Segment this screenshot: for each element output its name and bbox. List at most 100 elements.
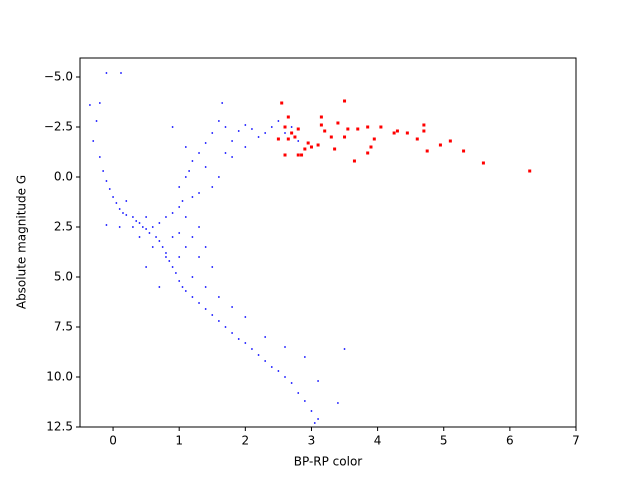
point (178, 280, 181, 282)
point (135, 220, 138, 222)
point (438, 143, 442, 147)
x-tick-label: 2 (242, 434, 250, 448)
point (191, 276, 194, 278)
point (317, 418, 319, 420)
point (303, 400, 306, 402)
point (204, 166, 207, 168)
x-tick-label: 1 (175, 434, 183, 448)
point (115, 202, 118, 204)
point (158, 240, 161, 242)
point (283, 153, 287, 157)
y-tick-label: 10.0 (46, 370, 73, 384)
point (297, 392, 300, 394)
point (204, 286, 207, 288)
y-tick-label: 5.0 (54, 270, 73, 284)
point (237, 338, 240, 340)
x-tick-label: 4 (374, 434, 382, 448)
point (264, 132, 267, 134)
point (277, 120, 280, 122)
point (264, 336, 267, 338)
point (257, 136, 260, 138)
point (158, 222, 161, 224)
point (191, 236, 194, 238)
point (155, 236, 157, 238)
point (303, 356, 306, 358)
point (310, 410, 313, 412)
point (356, 127, 360, 131)
point (372, 137, 376, 141)
point (333, 147, 337, 151)
point (181, 286, 184, 288)
point (217, 296, 220, 298)
point (231, 332, 234, 334)
point (211, 132, 214, 134)
y-tick-label: −2.5 (44, 120, 73, 134)
point (108, 188, 111, 190)
point (198, 226, 200, 228)
point (178, 206, 181, 208)
point (178, 256, 181, 258)
point (224, 152, 227, 154)
point (105, 72, 108, 74)
point (366, 151, 370, 155)
point (286, 115, 290, 119)
point (346, 127, 350, 131)
point (329, 135, 333, 139)
point (122, 212, 124, 214)
point (296, 153, 300, 157)
point (141, 226, 144, 228)
point (422, 129, 426, 133)
point (89, 104, 91, 106)
point (188, 170, 191, 172)
point (379, 125, 383, 129)
point (290, 382, 293, 384)
point (184, 146, 187, 148)
point (306, 141, 310, 145)
point (118, 226, 121, 228)
point (343, 348, 346, 350)
point (284, 376, 286, 378)
point (264, 360, 267, 362)
y-axis-label: Absolute magnitude G (15, 175, 29, 309)
point (231, 140, 234, 142)
point (270, 126, 273, 128)
point (158, 286, 161, 288)
point (296, 127, 300, 131)
point (366, 125, 370, 129)
x-tick-label: 5 (440, 434, 448, 448)
plot-frame (79, 57, 577, 428)
x-tick-label: 6 (506, 434, 514, 448)
point (425, 149, 429, 153)
point (161, 246, 164, 248)
point (343, 99, 347, 103)
point (283, 125, 287, 129)
point (224, 326, 227, 328)
point (528, 169, 532, 173)
y-tick-label: 12.5 (46, 420, 73, 434)
point (284, 132, 286, 134)
point (231, 156, 234, 158)
point (277, 370, 280, 372)
point (317, 380, 319, 382)
x-tick-label: 7 (572, 434, 580, 448)
point (300, 153, 304, 157)
point (132, 226, 134, 228)
point (251, 348, 253, 350)
point (165, 252, 167, 254)
point (171, 236, 174, 238)
point (204, 308, 207, 310)
point (92, 140, 95, 142)
point (184, 176, 187, 178)
point (284, 346, 286, 348)
point (204, 246, 207, 248)
point (178, 186, 181, 188)
point (125, 214, 128, 216)
point (290, 131, 294, 135)
point (145, 216, 148, 218)
point (171, 212, 174, 214)
point (132, 216, 134, 218)
point (105, 224, 108, 226)
point (105, 180, 108, 182)
point (204, 142, 207, 144)
y-tick-label: 0.0 (54, 170, 73, 184)
